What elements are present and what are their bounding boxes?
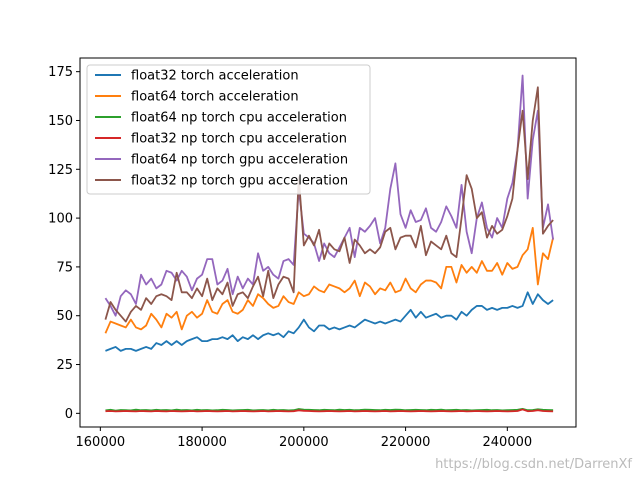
y-tick-label-7: 175 — [48, 65, 73, 80]
y-tick-label-3: 75 — [56, 260, 73, 275]
series-line-4 — [104, 74, 555, 317]
series-line-3 — [105, 408, 554, 413]
legend-label-4: float64 np torch gpu acceleration — [131, 153, 348, 168]
y-tick-label-6: 150 — [48, 114, 73, 129]
legend-label-0: float32 torch acceleration — [131, 69, 299, 84]
x-tick-label-2: 200000 — [279, 435, 329, 450]
y-tick-label-0: 0 — [65, 407, 73, 422]
y-tick-label-2: 50 — [56, 309, 73, 324]
x-tick-label-1: 180000 — [177, 435, 227, 450]
legend-label-5: float32 np torch gpu acceleration — [131, 174, 348, 189]
legend-label-2: float64 np torch cpu acceleration — [131, 111, 347, 126]
series-line-0 — [105, 291, 554, 352]
legend-label-3: float32 np torch cpu acceleration — [131, 132, 347, 147]
watermark: https://blog.csdn.net/DarrenXf — [435, 457, 632, 472]
y-tick-label-5: 125 — [48, 163, 73, 178]
plot-frame — [79, 57, 577, 428]
legend: float32 torch acceleration float64 torch … — [86, 64, 371, 195]
legend-box — [86, 64, 371, 195]
axes-layer: 160000 180000 200000 220000 240000 0 25 50 75 100… — [48, 65, 532, 450]
x-tick-label-3: 220000 — [381, 435, 431, 450]
y-tick-label-4: 100 — [48, 212, 73, 227]
series-line-2 — [105, 407, 554, 412]
x-tick-label-4: 240000 — [483, 435, 533, 450]
legend-label-1: float64 torch acceleration — [131, 90, 299, 105]
y-tick-label-1: 25 — [56, 358, 73, 373]
series-line-5 — [104, 86, 554, 323]
series-layer — [104, 74, 555, 413]
series-line-1 — [104, 226, 554, 334]
x-tick-label-0: 160000 — [76, 435, 126, 450]
